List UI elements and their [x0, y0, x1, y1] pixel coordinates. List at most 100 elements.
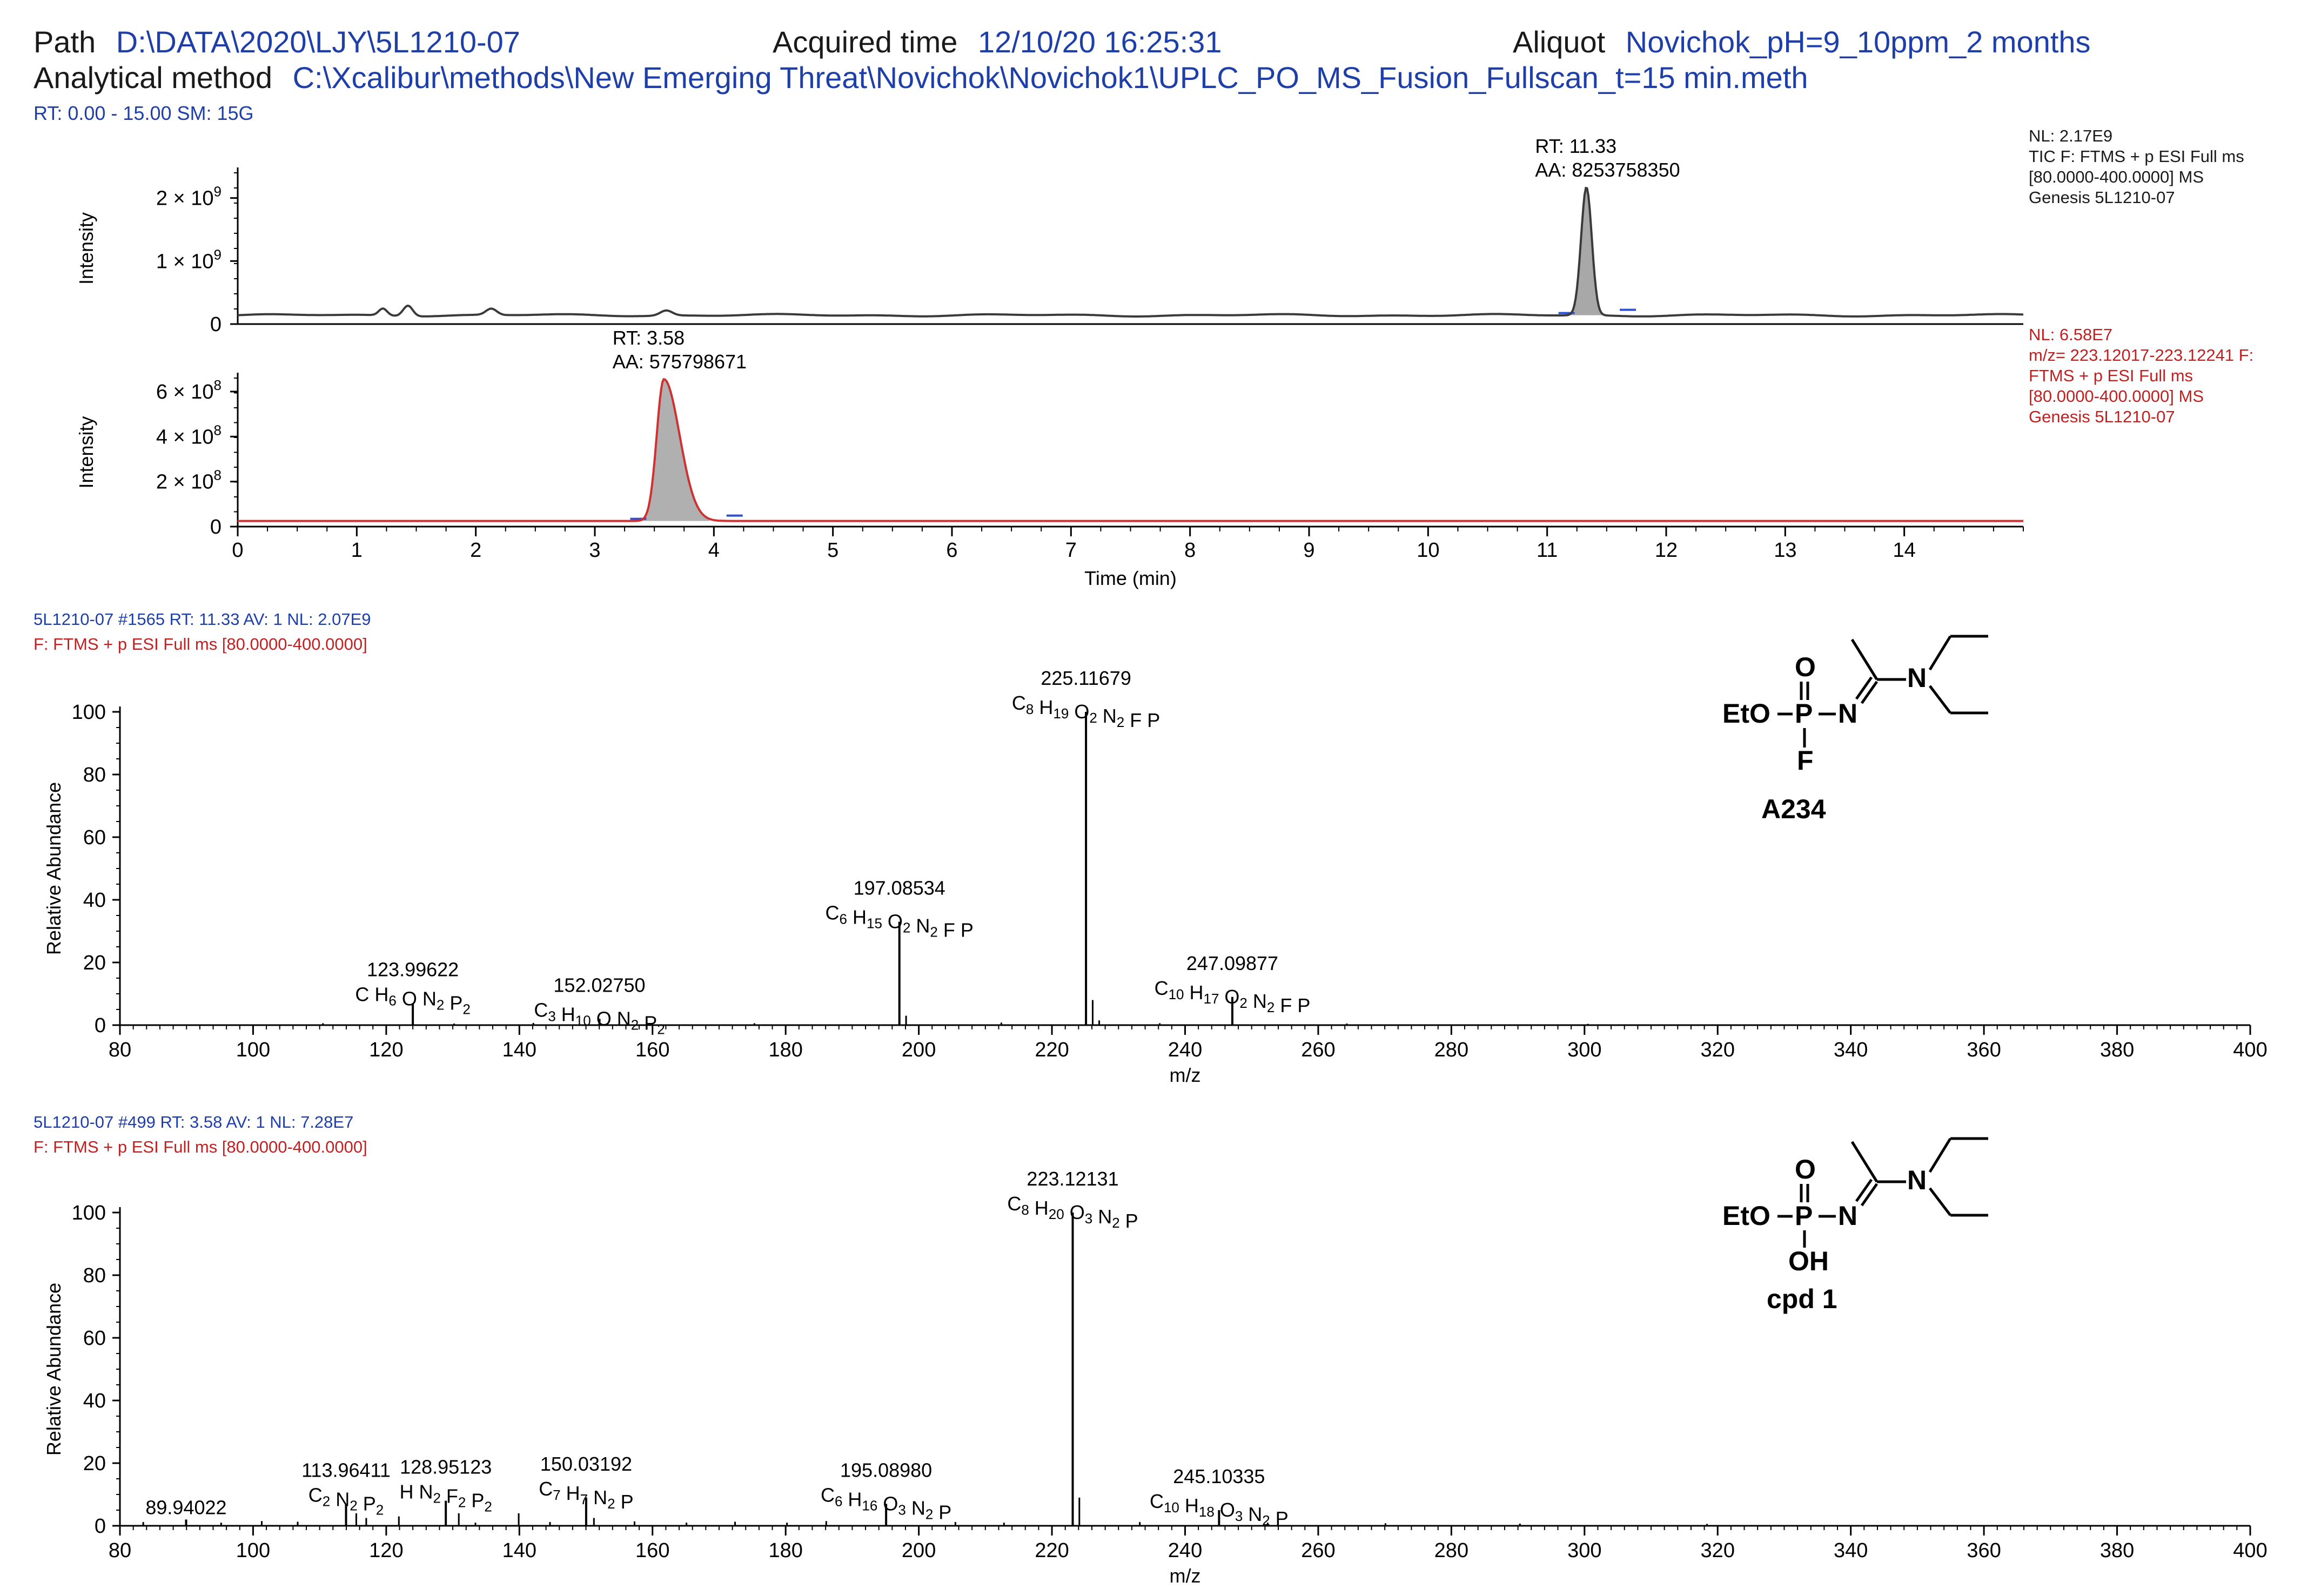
tic-peak-annotation: RT: 11.33 [1535, 135, 1616, 157]
aliquot-row: Aliquot Novichok_pH=9_10ppm_2 months [1513, 25, 2091, 59]
formula-element: P [358, 1492, 376, 1514]
ms2-peak-formula: C8 H20 O3 N2 P [1007, 1193, 1138, 1232]
cpd1-o-top: O [1795, 1154, 1816, 1184]
formula-subscript: 2 [376, 1501, 384, 1518]
ms2-y-tick-label: 100 [72, 1202, 106, 1224]
formula-element: N [330, 1488, 350, 1510]
formula-subscript: 2 [657, 1021, 665, 1037]
ms2-peak-label: 113.96411 [301, 1459, 391, 1481]
tic-info-line: NL: 2.17E9 [2029, 126, 2112, 145]
method-value: C:\Xcalibur\methods\New Emerging Threat\… [293, 60, 1808, 95]
formula-element: N [417, 987, 437, 1009]
time-x-tick-label: 14 [1893, 539, 1916, 562]
formula-element: C [1150, 1490, 1164, 1512]
cpd1-p: P [1795, 1201, 1813, 1231]
ms1-x-tick-label: 220 [1035, 1039, 1069, 1061]
formula-subscript: 2 [1262, 1512, 1270, 1528]
formula-element: O [882, 911, 903, 933]
acquired-value: 12/10/20 16:25:31 [978, 25, 1222, 59]
ms2-x-tick-label: 240 [1168, 1539, 1202, 1562]
formula-element: C [539, 1478, 553, 1500]
a234-p: P [1795, 698, 1813, 729]
ms2-peak-label: 128.95123 [400, 1456, 492, 1478]
rt-range: RT: 0.00 - 15.00 SM: 15G [33, 102, 254, 124]
tick-mantissa: 0 [210, 313, 222, 336]
path-label: Path [33, 25, 96, 59]
ms1-y-tick-label: 100 [72, 701, 106, 724]
ms1-x-tick-label: 260 [1301, 1039, 1335, 1061]
cpd1-ethyl-1a [1928, 1137, 1952, 1173]
time-x-label: Time (min) [1084, 567, 1177, 589]
a234-ethyl-1a [1928, 635, 1952, 671]
method-label: Analytical method [33, 60, 272, 95]
ms2-peak-label: 195.08980 [840, 1459, 932, 1481]
ms1-x-tick-label: 340 [1834, 1039, 1868, 1061]
ms2-x-tick-label: 100 [236, 1539, 270, 1562]
ms2-peak-formula: C7 H7 N2 P [539, 1478, 633, 1513]
formula-element: C [355, 983, 369, 1005]
ms2-peak-label: 245.10335 [1173, 1465, 1265, 1487]
ms2-peak-label: 223.12131 [1027, 1168, 1118, 1190]
cpd1-eto: EtO [1722, 1201, 1770, 1231]
ms1-peak-formula: C8 H19 O2 N2 F P [1012, 692, 1160, 731]
ms1-peak-formula: C6 H15 O2 N2 F P [826, 902, 974, 941]
formula-subscript: 3 [898, 1501, 905, 1518]
ms2-x-tick-label: 120 [369, 1539, 403, 1562]
ms1-peak-formula: C3 H10 O N2 P2 [534, 999, 665, 1037]
xic-info-line: [80.0000-400.0000] MS [2029, 387, 2204, 406]
ms2-filter-prefix: F: [33, 1137, 53, 1156]
cpd1-bond-n-c-b [1855, 1179, 1873, 1202]
formula-subscript: 10 [1169, 986, 1184, 1002]
ms1-filter-prefix: F: [33, 635, 53, 654]
xic-y-tick-label: 4 × 108 [156, 422, 222, 448]
formula-subscript: 3 [548, 1008, 555, 1024]
ms1-x-tick-label: 180 [768, 1039, 802, 1061]
xic-y-tick-label: 2 × 108 [156, 467, 222, 494]
formula-element: F [441, 1485, 458, 1507]
time-x-tick-label: 10 [1417, 539, 1439, 562]
ms1-x-tick-label: 320 [1701, 1039, 1735, 1061]
formula-subscript: 7 [553, 1487, 560, 1503]
ms2-peak-formula: C2 N2 P2 [308, 1484, 384, 1518]
formula-element: N [413, 1481, 433, 1503]
ms1-x-tick-label: 200 [902, 1039, 936, 1061]
ms2-y-tick-label: 60 [83, 1327, 106, 1350]
tic-y-tick-label: 0 [210, 313, 222, 336]
formula-element: O [397, 987, 417, 1009]
xic-y-tick-label: 6 × 108 [156, 377, 222, 403]
formula-subscript: 2 [925, 1506, 933, 1522]
formula-subscript: 2 [350, 1497, 357, 1513]
formula-subscript: 2 [437, 996, 444, 1013]
a234-bond-n-c-b [1855, 676, 1873, 700]
time-x-tick-label: 1 [351, 539, 363, 562]
tic-trace [237, 186, 2024, 318]
ms1-peak-label: 123.99622 [367, 958, 459, 980]
tic-peak-annotation: AA: 8253758350 [1535, 159, 1680, 181]
formula-subscript: 17 [1203, 991, 1219, 1007]
xic-peak-annotation: RT: 3.58 [613, 327, 685, 349]
a234-label: A234 [1761, 794, 1826, 824]
formula-element: N [1097, 705, 1117, 727]
formula-element: C [1155, 977, 1169, 999]
formula-element: O [877, 1492, 898, 1514]
ms2-filter-text: FTMS + p ESI Full ms [80.0000-400.0000] [53, 1137, 367, 1156]
formula-element: H [1034, 696, 1053, 718]
formula-element: P [466, 1490, 484, 1512]
ms2-scan-line: 5L1210-07 #499 RT: 3.58 AV: 1 NL: 7.28E7 [33, 1113, 353, 1132]
xic-info-line: m/z= 223.12017-223.12241 F: [2029, 346, 2253, 365]
cpd1-n2: N [1907, 1165, 1927, 1195]
ms1-x-tick-label: 80 [109, 1039, 131, 1061]
ms2-x-tick-label: 140 [502, 1539, 536, 1562]
formula-element: C [1007, 1193, 1021, 1215]
formula-subscript: 2 [484, 1499, 492, 1515]
formula-subscript: 2 [462, 1001, 470, 1017]
cpd1-oh: OH [1788, 1246, 1829, 1276]
ms2-y-label: Relative Abundance [43, 1283, 65, 1456]
ms1-peak-label: 152.02750 [553, 974, 645, 996]
ms2-x-tick-label: 280 [1434, 1539, 1468, 1562]
structure-a234: EtO P O F N N A234 [1722, 635, 1988, 824]
formula-element: H [842, 1488, 862, 1510]
ms2-x-tick-label: 220 [1035, 1539, 1069, 1562]
ms1-x-tick-label: 100 [236, 1039, 270, 1061]
time-x-tick-label: 9 [1303, 539, 1314, 562]
